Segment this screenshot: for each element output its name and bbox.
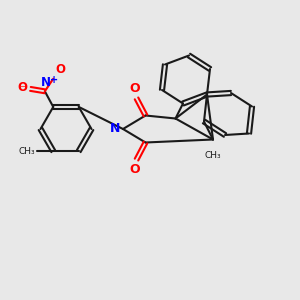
Text: ⁻: ⁻ <box>19 83 26 98</box>
Text: O: O <box>17 81 28 94</box>
Text: O: O <box>130 163 140 176</box>
Text: N: N <box>110 122 121 136</box>
Text: CH₃: CH₃ <box>205 151 221 160</box>
Text: CH₃: CH₃ <box>19 147 35 156</box>
Text: +: + <box>50 75 59 85</box>
Text: O: O <box>130 82 140 95</box>
Text: O: O <box>56 63 66 76</box>
Text: N: N <box>40 76 50 89</box>
